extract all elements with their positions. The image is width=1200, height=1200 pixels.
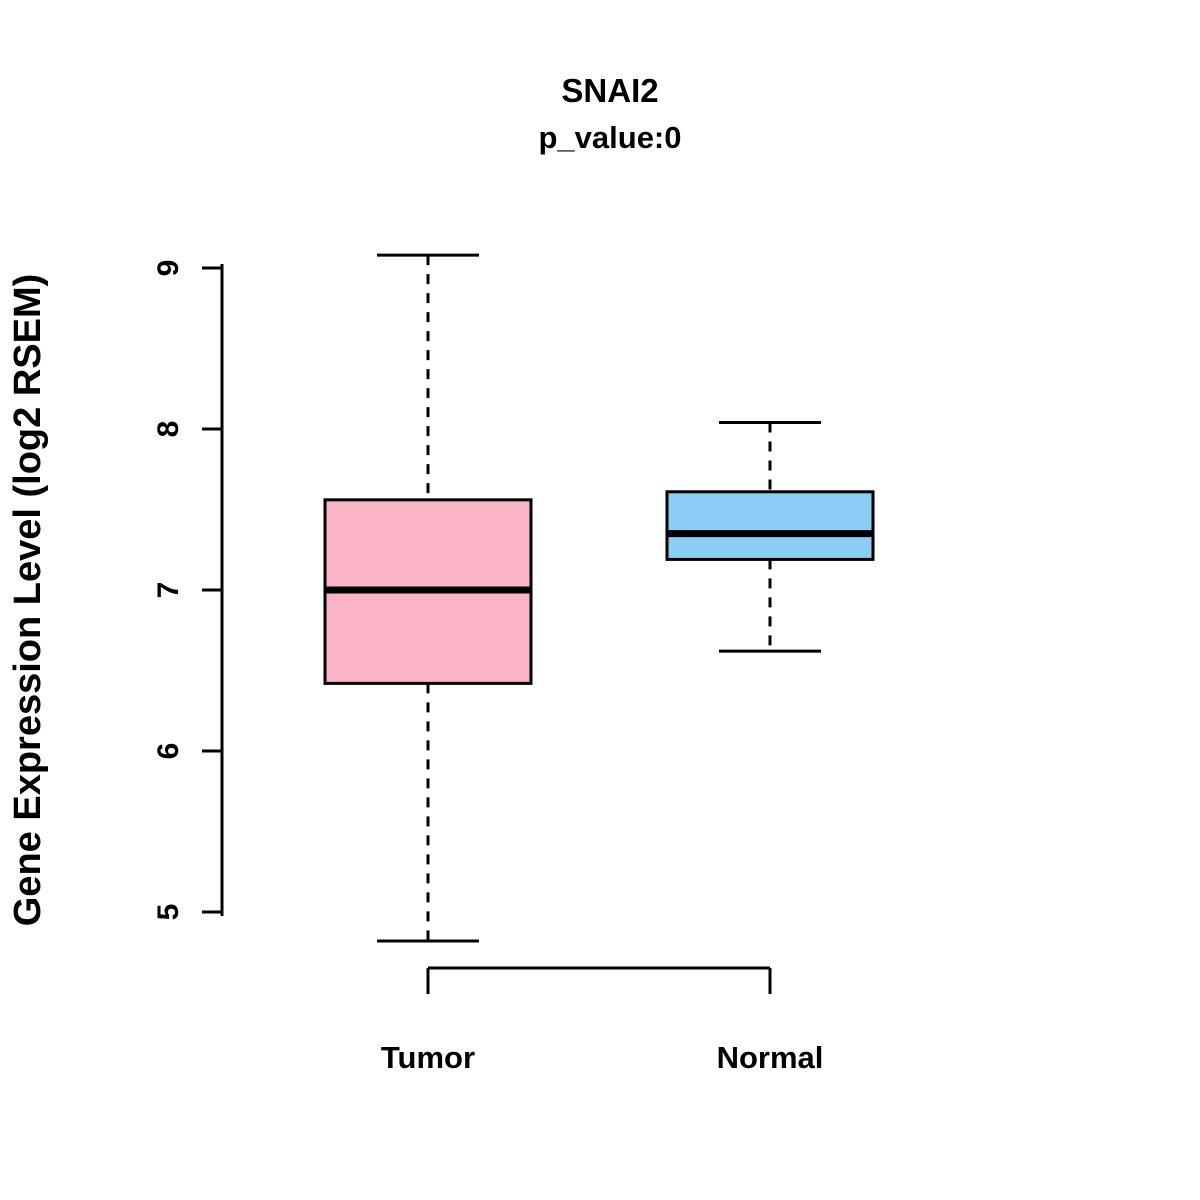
plot-area: 5 6 7 8 9 Tumor Normal — [152, 253, 875, 1075]
normal-box — [665, 490, 875, 561]
chart-title: SNAI2 — [561, 72, 658, 109]
y-tick-label: 9 — [152, 260, 185, 277]
y-tick-label: 7 — [152, 582, 185, 599]
chart-subtitle: p_value:0 — [538, 120, 681, 155]
x-category-label: Normal — [717, 1040, 824, 1075]
y-axis-label: Gene Expression Level (log2 RSEM) — [7, 274, 49, 927]
x-category-label: Tumor — [381, 1040, 475, 1075]
y-tick-label: 5 — [152, 904, 185, 921]
y-tick-label: 6 — [152, 743, 185, 760]
y-tick-label: 8 — [152, 421, 185, 438]
